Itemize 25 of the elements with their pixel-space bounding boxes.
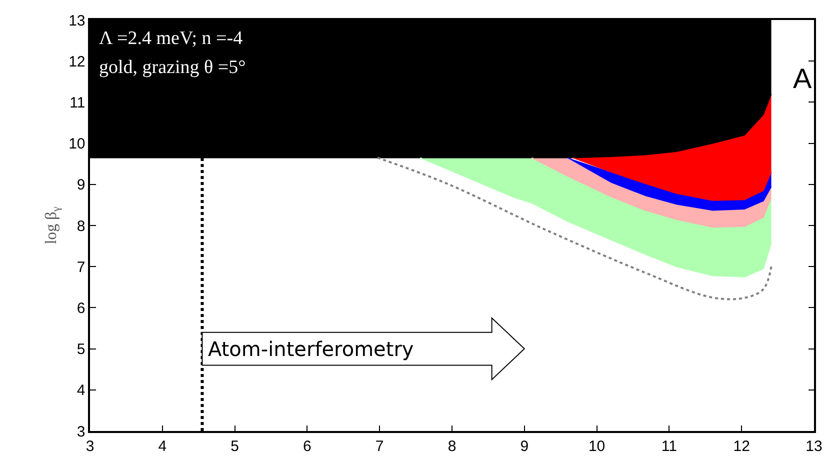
x-tick-label: 11 <box>661 438 677 455</box>
x-tick-label: 12 <box>733 438 750 455</box>
annotation: A <box>793 63 812 94</box>
y-tick-label: 12 <box>68 53 86 70</box>
x-tick-label: 8 <box>448 438 456 455</box>
annotation: Atom-interferometry <box>208 337 414 361</box>
y-tick-label: 3 <box>76 423 86 440</box>
x-tick-label: 6 <box>303 438 312 455</box>
x-tick-label: 4 <box>158 438 167 455</box>
x-tick-label: 7 <box>375 438 384 455</box>
x-tick-label: 9 <box>520 438 529 455</box>
y-tick-label: 4 <box>76 382 86 400</box>
y-tick-label: 5 <box>76 341 86 358</box>
x-tick-label: 13 <box>806 438 822 455</box>
annotation: gold, grazing θ =5° <box>99 57 246 78</box>
y-tick-label: 6 <box>76 300 86 317</box>
y-tick-label: 10 <box>68 136 86 153</box>
y-tick-label: 7 <box>76 258 86 276</box>
x-tick-label: 5 <box>230 438 239 455</box>
annotation: Λ =2.4 meV; n =-4 <box>99 28 244 49</box>
y-tick-label: 11 <box>70 94 86 112</box>
x-tick-label: 10 <box>588 438 606 455</box>
y-tick-label: 9 <box>76 176 86 194</box>
y-tick-label: 13 <box>68 12 86 30</box>
y-tick-label: 8 <box>76 218 86 235</box>
